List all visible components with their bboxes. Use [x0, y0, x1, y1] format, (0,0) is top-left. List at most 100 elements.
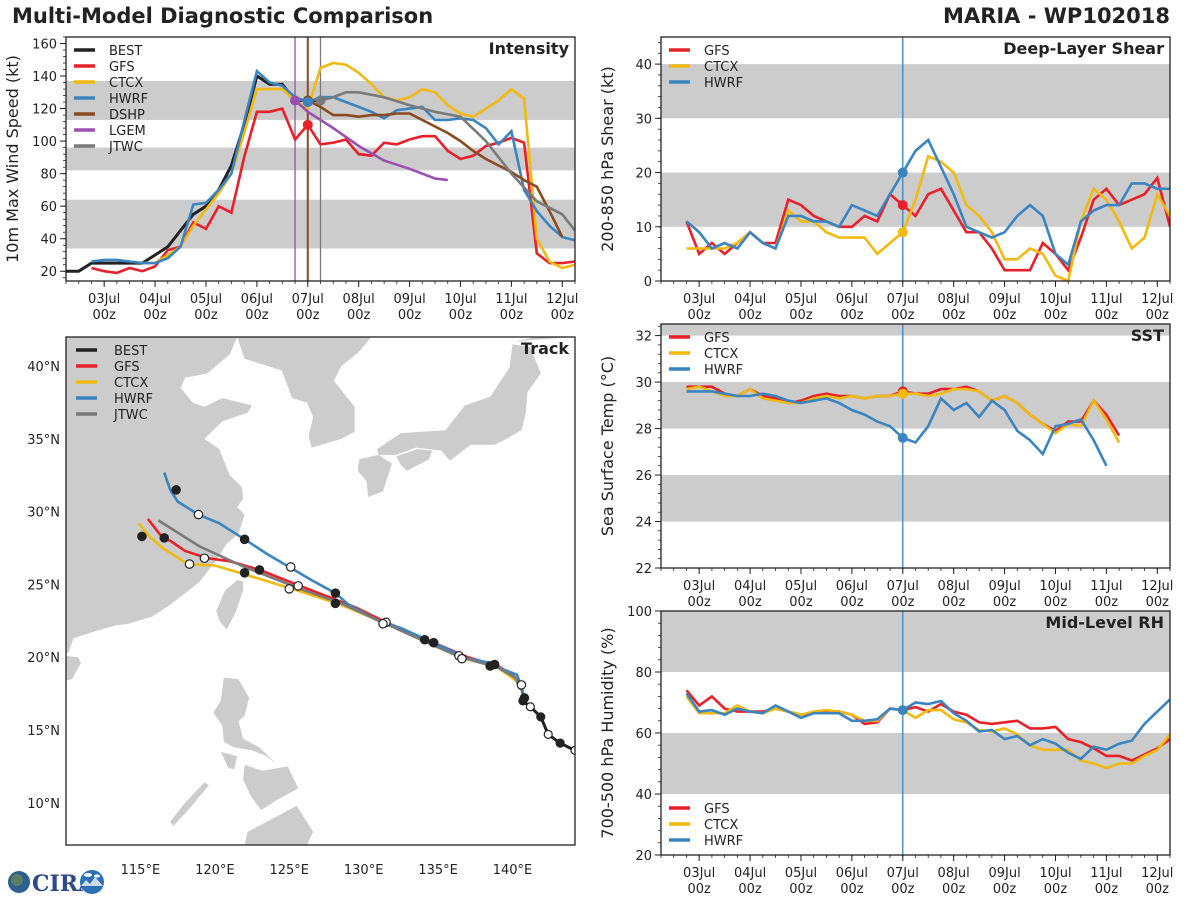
- series-line-jtwc: [320, 91, 575, 232]
- y-tick-label: 40: [635, 58, 652, 73]
- track-marker-jtwc: [485, 661, 495, 671]
- track-marker-hwrf: [239, 534, 250, 545]
- x-tick-sublabel: 00z: [840, 308, 864, 323]
- x-tick-sublabel: 00z: [891, 882, 915, 897]
- mindoro-island: [220, 751, 238, 770]
- x-tick-sublabel: 00z: [840, 595, 864, 610]
- lon-tick-label: 125°E: [269, 863, 309, 878]
- taiwan-island: [216, 580, 244, 630]
- x-tick-label: 06Jul: [836, 292, 868, 307]
- land-group: [66, 337, 575, 845]
- x-tick-label: 07Jul: [887, 866, 919, 881]
- track-marker-best: [543, 729, 553, 739]
- x-tick-sublabel: 00z: [993, 308, 1017, 323]
- series-line-hwrf: [685, 137, 1170, 267]
- legend-label-dshp: DSHP: [109, 108, 145, 123]
- shaded-band: [661, 382, 1170, 429]
- y-axis-label: Sea Surface Temp (°C): [598, 356, 617, 536]
- panel-intensity: 2040608010012014016003Jul00z04Jul00z05Ju…: [3, 36, 578, 323]
- marker-hwrf: [897, 432, 908, 443]
- x-tick-sublabel: 00z: [1044, 882, 1068, 897]
- visayas-islands: [243, 764, 299, 811]
- series-line-lgem: [294, 99, 448, 182]
- x-tick-sublabel: 00z: [942, 595, 966, 610]
- lat-tick-label: 30°N: [27, 506, 60, 521]
- x-tick-sublabel: 00z: [1146, 308, 1170, 323]
- marker-ctcx: [897, 388, 908, 399]
- x-tick-label: 08Jul: [938, 866, 970, 881]
- x-tick-sublabel: 00z: [891, 308, 915, 323]
- x-tick-sublabel: 00z: [789, 882, 813, 897]
- x-tick-label: 09Jul: [988, 866, 1020, 881]
- track-marker-hwrf: [428, 637, 439, 648]
- x-tick-label: 07Jul: [292, 292, 324, 307]
- x-tick-label: 06Jul: [241, 292, 273, 307]
- x-tick-label: 11Jul: [1090, 579, 1122, 594]
- x-tick-label: 11Jul: [1090, 866, 1122, 881]
- y-tick-label: 100: [627, 605, 652, 620]
- panel-title: SST: [1131, 326, 1164, 345]
- x-tick-sublabel: 00z: [738, 882, 762, 897]
- track-group: [137, 471, 575, 755]
- x-tick-label: 08Jul: [343, 292, 375, 307]
- y-tick-label: 160: [32, 38, 57, 53]
- legend-label-ctcx: CTCX: [114, 376, 148, 391]
- shaded-band: [661, 64, 1170, 119]
- y-tick-label: 100: [32, 135, 57, 150]
- y-tick-label: 32: [635, 330, 652, 345]
- track-marker-hwrf: [285, 562, 296, 572]
- track-marker-jtwc: [330, 598, 341, 609]
- y-tick-label: 24: [635, 516, 652, 531]
- x-tick-sublabel: 00z: [398, 308, 422, 323]
- series-line-hwrf: [686, 390, 1108, 467]
- track-marker-jtwc: [419, 634, 430, 645]
- track-marker-gfs: [159, 533, 170, 543]
- x-tick-label: 05Jul: [190, 292, 222, 307]
- legend-label-best: BEST: [114, 344, 147, 359]
- marker-gfs: [897, 200, 908, 211]
- legend-label-hwrf: HWRF: [704, 76, 743, 91]
- legend-label-jtwc: JTWC: [113, 408, 148, 423]
- x-tick-sublabel: 00z: [347, 308, 371, 323]
- shaded-band: [661, 611, 1170, 672]
- legend-label-gfs: GFS: [704, 44, 730, 59]
- palawan-island: [170, 782, 209, 827]
- japan-kyushu: [357, 454, 392, 498]
- lat-tick-label: 35°N: [27, 433, 60, 448]
- legend-label-hwrf: HWRF: [109, 92, 148, 107]
- x-tick-sublabel: 00z: [891, 595, 915, 610]
- y-tick-label: 30: [635, 376, 652, 391]
- track-marker-hwrf: [193, 509, 204, 520]
- y-tick-label: 22: [635, 562, 652, 577]
- legend-label-hwrf: HWRF: [704, 363, 743, 378]
- y-tick-label: 40: [635, 788, 652, 803]
- lon-tick-label: 120°E: [195, 863, 235, 878]
- japan-hokkaido: [512, 337, 575, 343]
- x-tick-label: 12Jul: [1141, 292, 1173, 307]
- x-tick-label: 11Jul: [495, 292, 527, 307]
- x-tick-sublabel: 00z: [942, 882, 966, 897]
- x-tick-sublabel: 00z: [789, 595, 813, 610]
- legend-label-gfs: GFS: [704, 802, 730, 817]
- x-tick-label: 06Jul: [836, 866, 868, 881]
- y-tick-label: 20: [40, 265, 57, 280]
- legend-label-gfs: GFS: [109, 60, 135, 75]
- track-marker-hwrf: [519, 693, 530, 703]
- track-marker-hwrf: [330, 588, 341, 598]
- series-group: [686, 385, 1121, 467]
- shaded-band: [661, 475, 1170, 522]
- track-marker-gfs: [199, 553, 210, 564]
- marker-ctcx: [897, 227, 908, 238]
- legend-label-jtwc: JTWC: [108, 140, 143, 155]
- x-tick-label: 11Jul: [1090, 292, 1122, 307]
- y-tick-label: 10: [635, 221, 652, 236]
- legend-label-ctcx: CTCX: [704, 60, 738, 75]
- track-marker-ctcx: [184, 559, 195, 569]
- cira-logo: CIRA: [6, 866, 106, 898]
- x-tick-label: 04Jul: [734, 866, 766, 881]
- x-tick-label: 05Jul: [785, 292, 817, 307]
